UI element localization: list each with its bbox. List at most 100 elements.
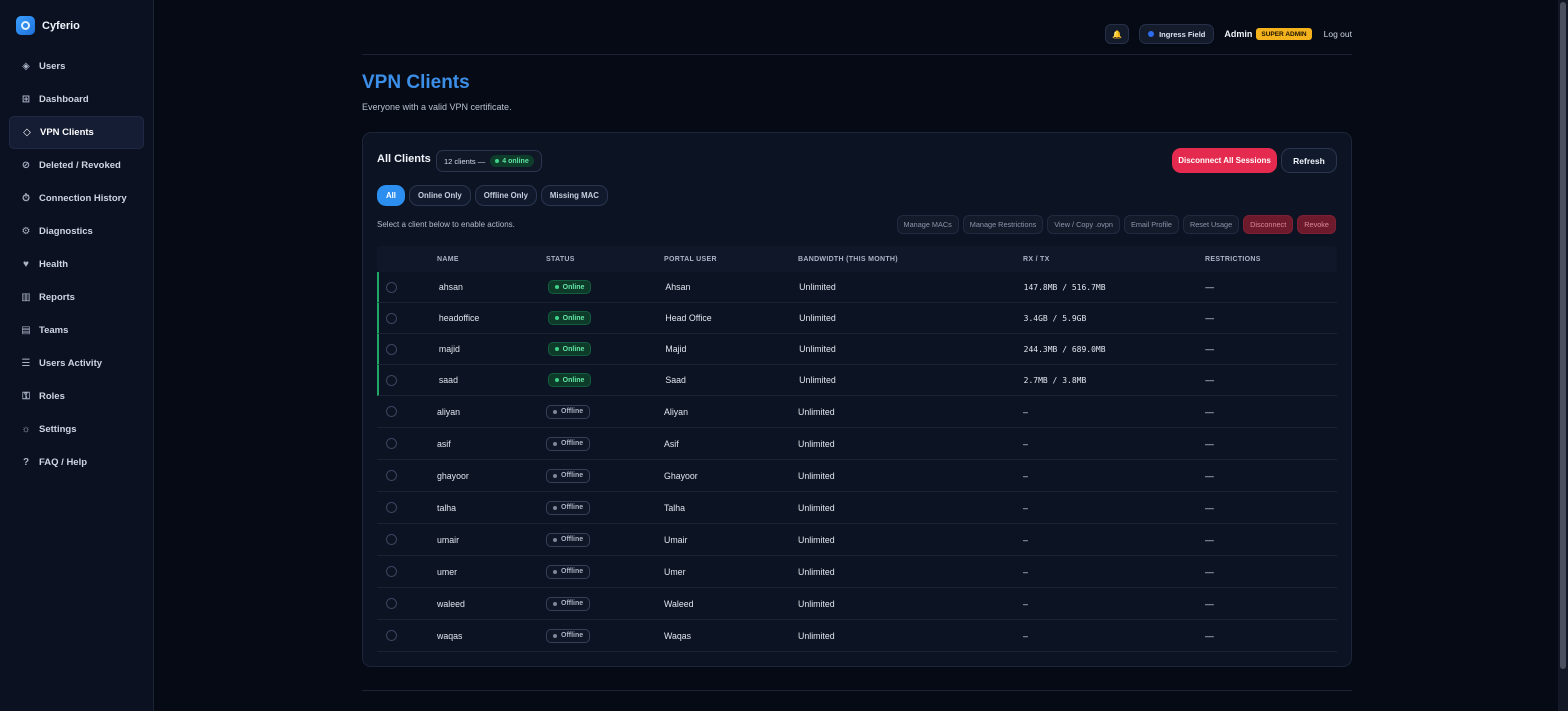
column-header-restrictions: RESTRICTIONS <box>1205 255 1261 263</box>
row-radio[interactable] <box>386 438 397 449</box>
disconnect-all-button[interactable]: Disconnect All Sessions <box>1172 148 1277 173</box>
filter-online-only[interactable]: Online Only <box>408 185 471 206</box>
sidebar-item-teams[interactable]: ▤ Teams <box>9 314 144 347</box>
rx-tx: 2.7MB / 3.8MB <box>1023 375 1087 385</box>
diagnostics-icon: ⚙ <box>21 226 31 237</box>
row-radio[interactable] <box>386 281 397 293</box>
field-selector[interactable]: Ingress Field <box>1139 24 1215 44</box>
filter-offline-only[interactable]: Offline Only <box>474 185 537 206</box>
row-radio[interactable] <box>386 406 397 417</box>
filter-missing-mac[interactable]: Missing MAC <box>540 185 608 206</box>
status-label: Online <box>562 283 585 291</box>
row-radio[interactable] <box>386 502 397 513</box>
client-name: asif <box>437 438 451 449</box>
table-row[interactable]: umair Offline Umair Unlimited – — <box>377 524 1337 556</box>
row-select[interactable] <box>379 374 439 386</box>
email-profile-button[interactable]: Email Profile <box>1123 215 1179 234</box>
notifications-button[interactable]: 🔔 <box>1105 24 1130 44</box>
table-header: NAME STATUS PORTAL USER BANDWIDTH (THIS MON… <box>377 246 1337 272</box>
disconnect-button[interactable]: Disconnect <box>1243 215 1294 234</box>
portal-user: Majid <box>665 344 687 354</box>
status-label: Offline <box>561 568 584 575</box>
page-title: VPN Clients <box>362 72 470 93</box>
page-subtitle: Everyone with a valid VPN certificate. <box>362 102 512 112</box>
row-radio[interactable] <box>386 312 397 324</box>
top-bar: 🔔 Ingress Field Admin SUPER ADMIN Log ou… <box>362 24 1352 55</box>
table-row[interactable]: saad Online Saad Unlimited 2.7MB / 3.8MB — <box>377 365 1337 396</box>
sidebar-item-vpn-clients[interactable]: ◇ VPN Clients <box>9 116 144 149</box>
row-radio[interactable] <box>386 374 397 386</box>
sidebar-item-dashboard[interactable]: ⊞ Dashboard <box>9 83 144 116</box>
sidebar-item-label: Health <box>39 259 69 270</box>
logout-link[interactable]: Log out <box>1323 29 1352 39</box>
row-radio[interactable] <box>386 470 397 481</box>
table-row[interactable]: headoffice Online Head Office Unlimited 3.4G… <box>377 303 1337 334</box>
scrollbar-thumb[interactable] <box>1560 2 1566 669</box>
table-row[interactable]: talha Offline Talha Unlimited – — <box>377 492 1337 524</box>
row-select[interactable] <box>377 566 437 577</box>
row-radio[interactable] <box>386 598 397 609</box>
status-dot-icon <box>553 409 557 414</box>
table-row[interactable]: waqas Offline Waqas Unlimited – — <box>377 620 1337 652</box>
table-row[interactable]: ghayoor Offline Ghayoor Unlimited – — <box>377 460 1337 492</box>
sidebar-item-faq-help[interactable]: ? FAQ / Help <box>9 446 144 479</box>
sidebar-item-roles[interactable]: ⚿ Roles <box>9 380 144 413</box>
sidebar-item-users[interactable]: ◈ Users <box>9 50 144 83</box>
sidebar-item-connection-history[interactable]: ⏱ Connection History <box>9 182 144 215</box>
row-select[interactable] <box>377 598 437 609</box>
sidebar-item-reports[interactable]: ▥ Reports <box>9 281 144 314</box>
refresh-button[interactable]: Refresh <box>1281 148 1337 173</box>
brand[interactable]: Cyferio <box>16 16 80 35</box>
sidebar-item-label: Roles <box>39 391 65 402</box>
row-select[interactable] <box>379 312 439 324</box>
row-select[interactable] <box>379 281 439 293</box>
sidebar-item-users-activity[interactable]: ☰ Users Activity <box>9 347 144 380</box>
reset-usage-button[interactable]: Reset Usage <box>1182 215 1240 234</box>
column-header-bandwidth-this-month: BANDWIDTH (THIS MONTH) <box>798 255 898 263</box>
bandwidth: Unlimited <box>798 406 835 417</box>
row-select[interactable] <box>377 502 437 513</box>
column-header-rx-tx: RX / TX <box>1023 255 1050 263</box>
row-select[interactable] <box>377 470 437 481</box>
manage-restrictions-button[interactable]: Manage Restrictions <box>962 215 1044 234</box>
row-select[interactable] <box>379 343 439 355</box>
sidebar-item-settings[interactable]: ☼ Settings <box>9 413 144 446</box>
table-row[interactable]: aliyan Offline Aliyan Unlimited – — <box>377 396 1337 428</box>
row-radio[interactable] <box>386 630 397 641</box>
column-header-name: NAME <box>437 255 459 263</box>
table-row[interactable]: majid Online Majid Unlimited 244.3MB / 689.0… <box>377 334 1337 365</box>
row-select[interactable] <box>377 534 437 545</box>
bandwidth: Unlimited <box>799 344 836 354</box>
page-scrollbar[interactable] <box>1558 0 1568 711</box>
status-dot-icon <box>554 347 559 351</box>
sidebar: Cyferio ◈ Users ⊞ Dashboard ◇ VPN Clients ⊘ Del… <box>0 0 154 711</box>
restrictions: — <box>1205 534 1214 545</box>
view-copy-ovpn-button[interactable]: View / Copy .ovpn <box>1047 215 1120 234</box>
reports-icon: ▥ <box>21 292 31 303</box>
status-cell: Online <box>547 373 666 387</box>
row-radio[interactable] <box>386 534 397 545</box>
table-row[interactable]: waleed Offline Waleed Unlimited – — <box>377 588 1337 620</box>
filter-all[interactable]: All <box>377 185 405 206</box>
row-select[interactable] <box>377 630 437 641</box>
revoke-button[interactable]: Revoke <box>1297 215 1336 234</box>
row-radio[interactable] <box>386 343 397 355</box>
row-radio[interactable] <box>386 566 397 577</box>
sidebar-item-health[interactable]: ♥ Health <box>9 248 144 281</box>
sidebar-item-diagnostics[interactable]: ⚙ Diagnostics <box>9 215 144 248</box>
client-name: umer <box>437 566 458 577</box>
status-cell: Offline <box>546 404 664 419</box>
client-count: 12 clients — <box>444 156 486 166</box>
table-row[interactable]: ahsan Online Ahsan Unlimited 147.8MB / 516.7… <box>377 272 1337 303</box>
portal-user: Umair <box>664 534 688 545</box>
sidebar-item-deleted-revoked[interactable]: ⊘ Deleted / Revoked <box>9 149 144 182</box>
manage-macs-button[interactable]: Manage MACs <box>896 215 959 234</box>
rx-tx: – <box>1023 470 1028 481</box>
status-badge: Offline <box>546 404 591 419</box>
revoked-icon: ⊘ <box>21 160 31 171</box>
row-select[interactable] <box>377 438 437 449</box>
rx-tx: – <box>1023 630 1028 641</box>
table-row[interactable]: asif Offline Asif Unlimited – — <box>377 428 1337 460</box>
row-select[interactable] <box>377 406 437 417</box>
table-row[interactable]: umer Offline Umer Unlimited – — <box>377 556 1337 588</box>
